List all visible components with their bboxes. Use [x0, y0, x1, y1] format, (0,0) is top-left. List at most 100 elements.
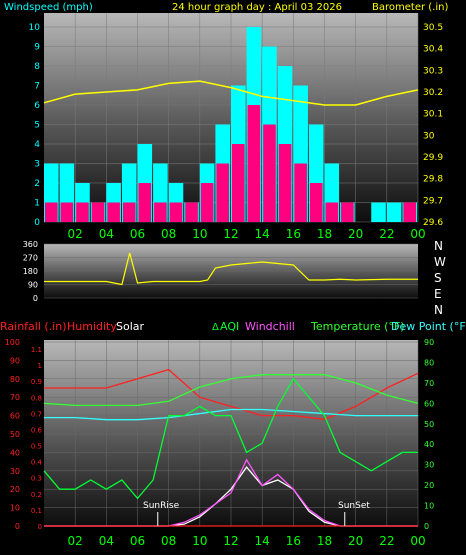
- climate-x-tick-label: 02: [68, 534, 83, 548]
- sunrise-label: SunRise: [143, 501, 180, 511]
- humidity-y-tick-label: 50: [10, 430, 20, 439]
- humidity-y-tick-label: 90: [10, 356, 20, 365]
- rainfall-y-tick-label: 0.3: [31, 475, 42, 483]
- rainfall-y-tick-label: 0.9: [31, 378, 42, 386]
- legend-aqi-icon: Δ: [212, 322, 219, 333]
- legend-temperature: Temperature (°F): [310, 320, 405, 333]
- windgust-bar: [107, 202, 120, 222]
- windgust-bar: [325, 202, 339, 222]
- rainfall-y-tick-label: 0.6: [31, 426, 43, 434]
- temperature-y-tick-label: 10: [424, 502, 434, 511]
- barometer-y-tick-label: 30.2: [423, 88, 443, 98]
- windspeed-bar: [371, 202, 386, 222]
- barometer-y-tick-label: 29.7: [423, 196, 443, 206]
- windspeed-bar: [386, 202, 402, 222]
- wind-x-tick-label: 10: [192, 227, 207, 241]
- temperature-y-tick-label: 0: [424, 522, 429, 531]
- legend-windchill: Windchill: [245, 320, 295, 333]
- rainfall-y-tick-label: 0.1: [31, 507, 42, 515]
- wind-y-tick-label: 10: [29, 23, 41, 33]
- temperature-y-tick-label: 20: [424, 481, 434, 490]
- rainfall-y-tick-label: 0.5: [31, 443, 42, 451]
- climate-x-tick-label: 00: [410, 534, 425, 548]
- dew-point-f-line: [44, 408, 418, 421]
- windgust-bar: [309, 183, 323, 222]
- temperature-f-line: [43, 374, 419, 407]
- compass-letter-s: S: [434, 271, 442, 285]
- humidity-y-tick-label: 30: [10, 467, 20, 476]
- climate-x-tick-label: 20: [348, 534, 363, 548]
- windgust-bar: [122, 202, 136, 222]
- humidity-y-tick-label: 10: [10, 504, 20, 513]
- wind-y-tick-label: 4: [34, 140, 40, 150]
- humidity-y-tick-label: 40: [10, 448, 20, 457]
- wind-x-tick-label: 22: [379, 227, 394, 241]
- windgust-bar: [60, 202, 74, 222]
- direction-y-tick-label: 0: [33, 294, 38, 303]
- climate-x-tick-label: 12: [223, 534, 238, 548]
- climate-x-tick-label: 18: [317, 534, 332, 548]
- barometer-y-tick-label: 29.9: [423, 153, 443, 163]
- rainfall-y-tick-label: 0.8: [31, 394, 42, 402]
- wind-direction-line: [44, 252, 418, 286]
- chart-marks: [43, 27, 419, 527]
- temperature-y-tick-label: 50: [424, 420, 434, 429]
- rainfall-y-tick-label: 0: [38, 523, 42, 531]
- windgust-bar: [91, 202, 105, 222]
- rainfall-y-tick-label: 0.2: [31, 491, 42, 499]
- climate-x-tick-label: 08: [161, 534, 176, 548]
- windgust-bar: [154, 202, 167, 222]
- sunset-label: SunSet: [338, 501, 370, 511]
- windgust-bar: [341, 202, 354, 222]
- wind-x-tick-label: 06: [130, 227, 145, 241]
- windgust-bar: [185, 202, 198, 222]
- rainfall-y-tick-label: 0.7: [31, 410, 42, 418]
- rainfall-y-tick-label: 1: [38, 362, 42, 370]
- climate-x-tick-label: 10: [192, 534, 207, 548]
- legend-humidity: Humidity: [67, 320, 117, 333]
- wind-x-tick-label: 16: [286, 227, 301, 241]
- direction-y-tick-label: 180: [23, 267, 38, 276]
- temperature-y-tick-label: 30: [424, 461, 434, 470]
- wind-y-tick-label: 1: [34, 199, 40, 209]
- temperature-y-tick-label: 40: [424, 440, 434, 449]
- barometer-line: [43, 80, 419, 106]
- temperature-y-tick-label: 60: [424, 399, 434, 408]
- wind-y-tick-label: 6: [34, 101, 40, 111]
- rainfall-y-tick-label: 1.1: [31, 346, 42, 354]
- windgust-bar: [403, 202, 416, 222]
- barometer-y-tick-label: 30: [423, 131, 435, 141]
- legend-solar: Solar: [116, 320, 145, 333]
- barometer-y-tick-label: 30.3: [423, 66, 443, 76]
- legend-aqi: AQI: [220, 320, 239, 333]
- humidity-y-tick-label: 0: [15, 522, 20, 531]
- compass-letter-e: E: [434, 287, 442, 301]
- climate-x-tick-label: 16: [286, 534, 301, 548]
- barometer-y-tick-label: 30.4: [423, 45, 443, 55]
- windgust-bar: [263, 124, 276, 222]
- windgust-bar: [247, 105, 261, 222]
- windgust-bar: [76, 202, 89, 222]
- barometer-y-tick-label: 30.5: [423, 23, 443, 33]
- wind-x-tick-label: 14: [255, 227, 270, 241]
- barometer-y-tick-label: 30.1: [423, 110, 443, 120]
- humidity-y-tick-label: 20: [10, 485, 20, 494]
- barometer-axis-title: Barometer (.in): [372, 2, 448, 13]
- wind-x-tick-label: 12: [223, 227, 238, 241]
- direction-y-tick-label: 270: [23, 254, 38, 263]
- windgust-bar: [216, 163, 229, 222]
- humidity-y-tick-label: 100: [5, 338, 20, 347]
- climate-x-tick-label: 14: [255, 534, 270, 548]
- wind-x-tick-label: 02: [68, 227, 83, 241]
- rainfall-y-tick-label: 0.4: [31, 459, 43, 467]
- wind-x-tick-label: 18: [317, 227, 332, 241]
- axis-ticks: 01234567891029.629.729.829.93030.130.230…: [5, 23, 444, 548]
- wind-x-tick-label: 20: [348, 227, 363, 241]
- compass-letter-w: W: [434, 255, 446, 269]
- wind-y-tick-label: 8: [34, 62, 40, 72]
- wind-y-tick-label: 0: [34, 218, 40, 228]
- windgust-bar: [294, 163, 307, 222]
- windspeed-axis-title: Windspeed (mph): [4, 2, 93, 13]
- humidity-y-tick-label: 60: [10, 412, 20, 421]
- aqi-line: [43, 377, 418, 500]
